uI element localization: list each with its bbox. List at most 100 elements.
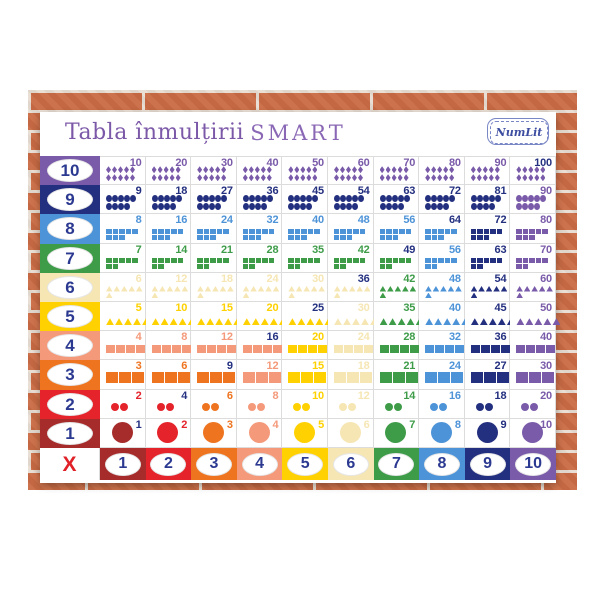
cell-10x3: 30 xyxy=(191,156,237,186)
shape-line xyxy=(106,228,138,234)
product-value: 32 xyxy=(266,214,279,227)
shape-group xyxy=(333,345,373,354)
diamond-shape xyxy=(482,166,488,174)
diamond-shape xyxy=(385,166,391,174)
triangle-shape xyxy=(543,318,552,326)
shape-line xyxy=(333,286,371,292)
product-value: 40 xyxy=(266,157,279,169)
cell-1x1: 1 xyxy=(100,418,146,448)
col-label-oval: 7 xyxy=(378,452,415,476)
row-label-text: 4 xyxy=(65,336,75,356)
product-value: 10 xyxy=(175,302,188,314)
small-triangle-shape xyxy=(257,286,265,292)
ellipse-shape xyxy=(112,203,118,211)
small-square-shape xyxy=(288,234,294,240)
product-value: 90 xyxy=(494,157,507,169)
ellipse-shape xyxy=(443,195,450,203)
small-square-shape xyxy=(431,234,438,240)
diamond-shape xyxy=(300,166,306,174)
small-square-shape xyxy=(353,257,359,263)
ellipse-shape xyxy=(333,203,340,211)
large-square-shape xyxy=(106,371,118,383)
product-value: 3 xyxy=(226,418,233,431)
small-square-shape xyxy=(496,257,503,263)
diamond-shape xyxy=(209,166,215,174)
shape-group xyxy=(242,195,273,211)
ellipse-shape xyxy=(425,203,432,211)
shape-line xyxy=(516,195,547,203)
shape-group xyxy=(106,345,145,354)
small-triangle-shape xyxy=(516,292,523,298)
cell-6x8: 48 xyxy=(419,272,465,302)
shape-group xyxy=(293,402,311,411)
diamond-shape xyxy=(260,166,266,174)
small-square-shape xyxy=(242,228,249,234)
ellipse-shape xyxy=(470,203,477,211)
cell-4x8: 32 xyxy=(419,331,465,361)
diamond-shape xyxy=(312,174,318,182)
shape-line xyxy=(288,257,320,263)
small-square-shape xyxy=(477,234,483,240)
large-circle-shape xyxy=(522,422,544,443)
shape-line xyxy=(111,422,133,443)
shape-group xyxy=(470,286,508,298)
product-value: 21 xyxy=(220,243,233,256)
shape-line xyxy=(151,345,191,354)
cell-3x8: 24 xyxy=(419,360,465,390)
ellipse-shape xyxy=(209,195,216,203)
medium-square-shape xyxy=(262,345,272,354)
diamond-shape xyxy=(488,166,494,174)
diamond-shape xyxy=(351,174,357,182)
cell-2x7: 14 xyxy=(373,389,420,419)
shape-group xyxy=(151,371,190,383)
small-square-shape xyxy=(451,228,457,234)
small-square-shape xyxy=(314,257,320,263)
small-triangle-shape xyxy=(159,286,166,292)
triangle-shape xyxy=(379,318,388,326)
shape-line xyxy=(288,228,320,234)
triangle-shape xyxy=(397,318,406,326)
col-label-6: 6 xyxy=(327,448,374,480)
shape-line xyxy=(106,292,113,298)
cell-2x8: 16 xyxy=(419,389,465,419)
cell-9x2: 18 xyxy=(145,185,192,215)
small-square-shape xyxy=(346,234,353,240)
shape-line xyxy=(333,318,378,326)
diamond-shape xyxy=(294,174,300,182)
triangle-shape xyxy=(315,318,324,326)
shape-group xyxy=(333,257,366,269)
large-square-shape xyxy=(210,371,223,383)
medium-square-shape xyxy=(181,345,191,354)
small-square-shape xyxy=(490,257,496,263)
triangle-shape xyxy=(342,318,351,326)
shape-line xyxy=(522,422,544,443)
shape-line xyxy=(151,203,176,211)
shape-line xyxy=(197,195,228,203)
shape-group xyxy=(470,318,515,326)
ellipse-shape xyxy=(437,195,444,203)
small-square-shape xyxy=(529,234,535,240)
ellipse-shape xyxy=(391,195,398,203)
ellipse-shape xyxy=(357,195,364,203)
small-square-shape xyxy=(294,263,301,269)
shape-group xyxy=(333,195,364,211)
shape-group xyxy=(333,228,366,240)
small-square-shape xyxy=(255,228,262,234)
ellipse-shape xyxy=(248,203,255,211)
small-square-shape xyxy=(307,228,314,234)
ellipse-shape xyxy=(254,195,261,203)
shape-group xyxy=(470,228,503,240)
product-value: 80 xyxy=(540,214,552,227)
ellipse-shape xyxy=(294,195,301,203)
triangle-shape xyxy=(178,318,187,326)
diamond-shape xyxy=(175,174,181,182)
diamond-shape xyxy=(357,174,363,182)
ellipse-shape xyxy=(306,195,313,203)
shape-line xyxy=(425,292,432,298)
shape-group xyxy=(151,166,181,182)
shape-line xyxy=(202,402,220,411)
cell-4x10: 40 xyxy=(510,331,556,361)
cell-7x5: 35 xyxy=(282,243,328,273)
diamond-shape xyxy=(151,174,157,182)
cell-7x7: 49 xyxy=(373,243,420,273)
